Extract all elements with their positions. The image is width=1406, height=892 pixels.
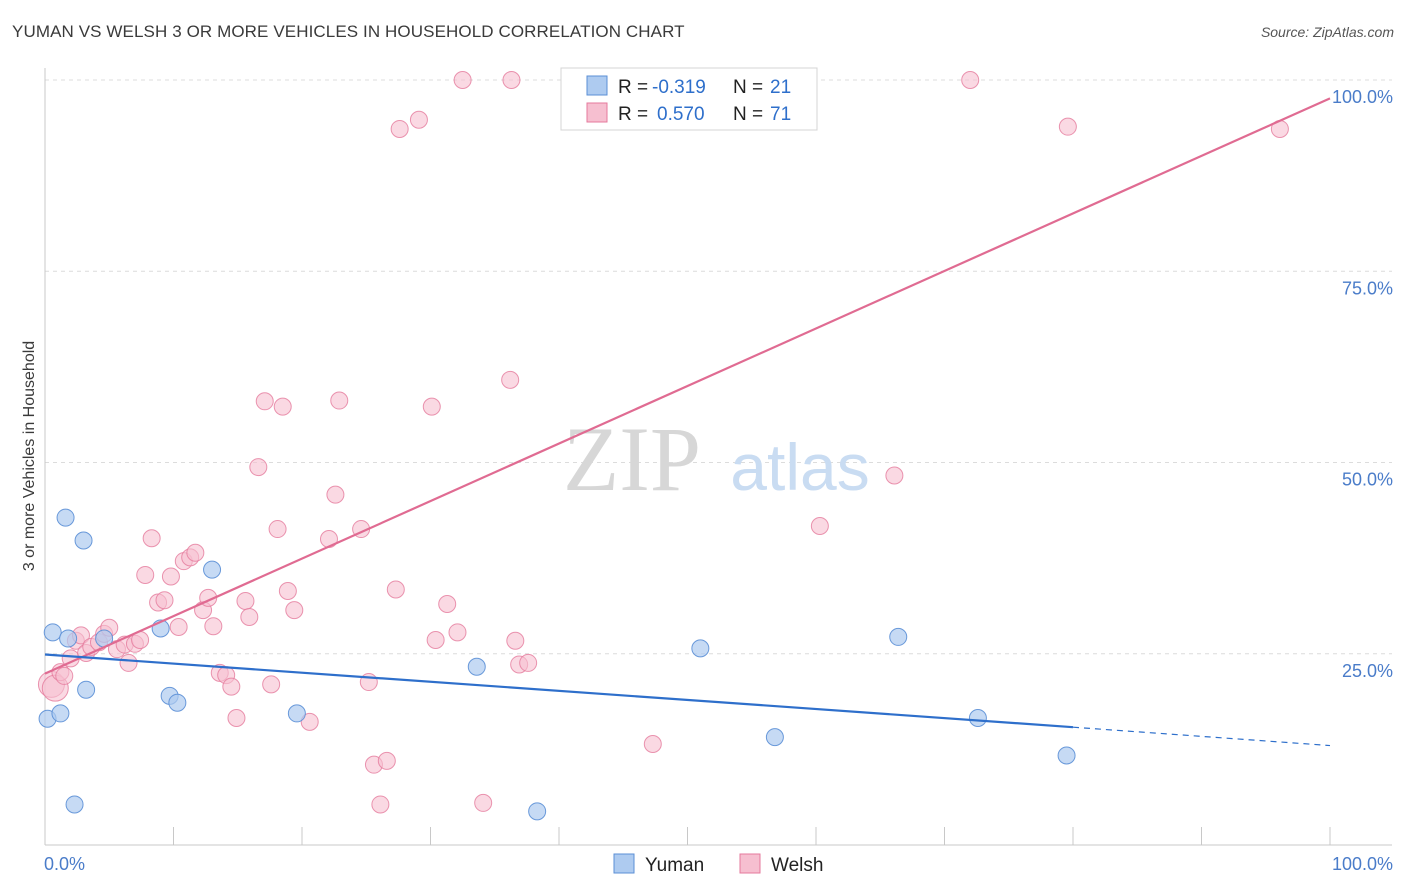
x-tick-label: 100.0% [1332, 854, 1393, 874]
yuman-point [59, 629, 78, 648]
welsh-point [285, 601, 304, 620]
welsh-point [186, 543, 205, 562]
yuman-point [56, 508, 75, 527]
welsh-point [810, 516, 829, 535]
y-axis-label: 3 or more Vehicles in Household [21, 341, 38, 571]
welsh-point [255, 392, 274, 411]
yuman-r-label: R = [618, 77, 648, 98]
yuman-point [889, 627, 908, 646]
welsh-point [119, 653, 138, 672]
welsh-point [222, 677, 241, 696]
welsh-point [249, 458, 268, 477]
welsh-point [438, 595, 457, 614]
y-tick-label: 25.0% [1342, 661, 1393, 681]
watermark-zip: ZIP [563, 408, 701, 510]
welsh-point [371, 795, 390, 814]
source-label: Source: ZipAtlas.com [1260, 24, 1394, 40]
yuman-point [691, 639, 710, 658]
welsh-r-value: 0.570 [657, 104, 705, 125]
y-tick-label: 75.0% [1342, 278, 1393, 298]
trend-lines [44, 97, 1331, 747]
legend-yuman-label: Yuman [645, 855, 704, 876]
welsh-point [142, 529, 161, 548]
yuman-point [528, 802, 547, 821]
welsh-point [155, 591, 174, 610]
welsh-point [422, 397, 441, 416]
welsh-point [161, 567, 180, 586]
welsh-n-label: N = [733, 104, 763, 125]
welsh-point [262, 675, 281, 694]
welsh-point [204, 617, 223, 636]
stats-legend: R = -0.319 N = 21 R = 0.570 N = 71 [560, 67, 818, 131]
y-tick-label: 100.0% [1332, 87, 1393, 107]
welsh-point [136, 565, 155, 584]
yuman-trend-line [44, 653, 1074, 729]
y-tick-label: 50.0% [1342, 470, 1393, 490]
welsh-point [268, 520, 287, 539]
yuman-point [467, 657, 486, 676]
welsh-point [453, 71, 472, 89]
welsh-point [278, 582, 297, 601]
welsh-point [643, 735, 662, 754]
welsh-point [519, 653, 538, 672]
chart-title: YUMAN VS WELSH 3 OR MORE VEHICLES IN HOU… [12, 22, 685, 41]
welsh-point [377, 751, 396, 770]
welsh-point [961, 71, 980, 89]
welsh-r-label: R = [618, 104, 648, 125]
yuman-point [968, 709, 987, 728]
legend-welsh-swatch [739, 853, 761, 874]
yuman-point [74, 531, 93, 550]
welsh-point [390, 119, 409, 138]
yuman-swatch [586, 75, 608, 96]
yuman-point [1057, 746, 1076, 765]
yuman-point [65, 795, 84, 814]
welsh-point [448, 623, 467, 642]
welsh-point [409, 110, 428, 129]
welsh-point [300, 712, 319, 731]
welsh-trend-line [44, 97, 1331, 675]
welsh-point [236, 591, 255, 610]
welsh-point [501, 370, 520, 389]
yuman-point [43, 623, 62, 642]
yuman-n-value: 21 [770, 77, 791, 98]
welsh-point [386, 580, 405, 599]
legend-welsh-label: Welsh [771, 855, 823, 876]
welsh-point [1058, 117, 1077, 136]
tick-labels: 25.0% 50.0% 75.0% 100.0% 0.0% 100.0% [44, 87, 1393, 874]
x-tick-label: 0.0% [44, 854, 85, 874]
bottom-legend: Yuman Welsh [613, 853, 823, 876]
yuman-r-value: -0.319 [652, 77, 706, 98]
yuman-point [287, 704, 306, 723]
welsh-point [240, 608, 259, 627]
welsh-points [37, 71, 1289, 814]
yuman-point [765, 728, 784, 747]
yuman-points [38, 508, 1076, 821]
yuman-n-label: N = [733, 77, 763, 98]
welsh-point [169, 617, 188, 636]
welsh-point [502, 71, 521, 89]
welsh-point [227, 709, 246, 728]
gridlines [45, 79, 1392, 655]
legend-yuman-swatch [613, 853, 635, 874]
welsh-point [426, 630, 445, 649]
welsh-point [474, 793, 493, 812]
yuman-point [168, 693, 187, 712]
yuman-point [203, 560, 222, 579]
yuman-trend-extension [1072, 726, 1331, 747]
yuman-point [51, 704, 70, 723]
welsh-point [326, 485, 345, 504]
welsh-point [55, 666, 74, 685]
welsh-point [330, 391, 349, 410]
welsh-swatch [586, 102, 608, 123]
yuman-point [77, 680, 96, 699]
welsh-point [273, 397, 292, 416]
welsh-point [885, 466, 904, 485]
watermark-atlas: atlas [730, 430, 869, 504]
axes [44, 68, 1392, 846]
welsh-point [506, 631, 525, 650]
welsh-n-value: 71 [770, 104, 791, 125]
